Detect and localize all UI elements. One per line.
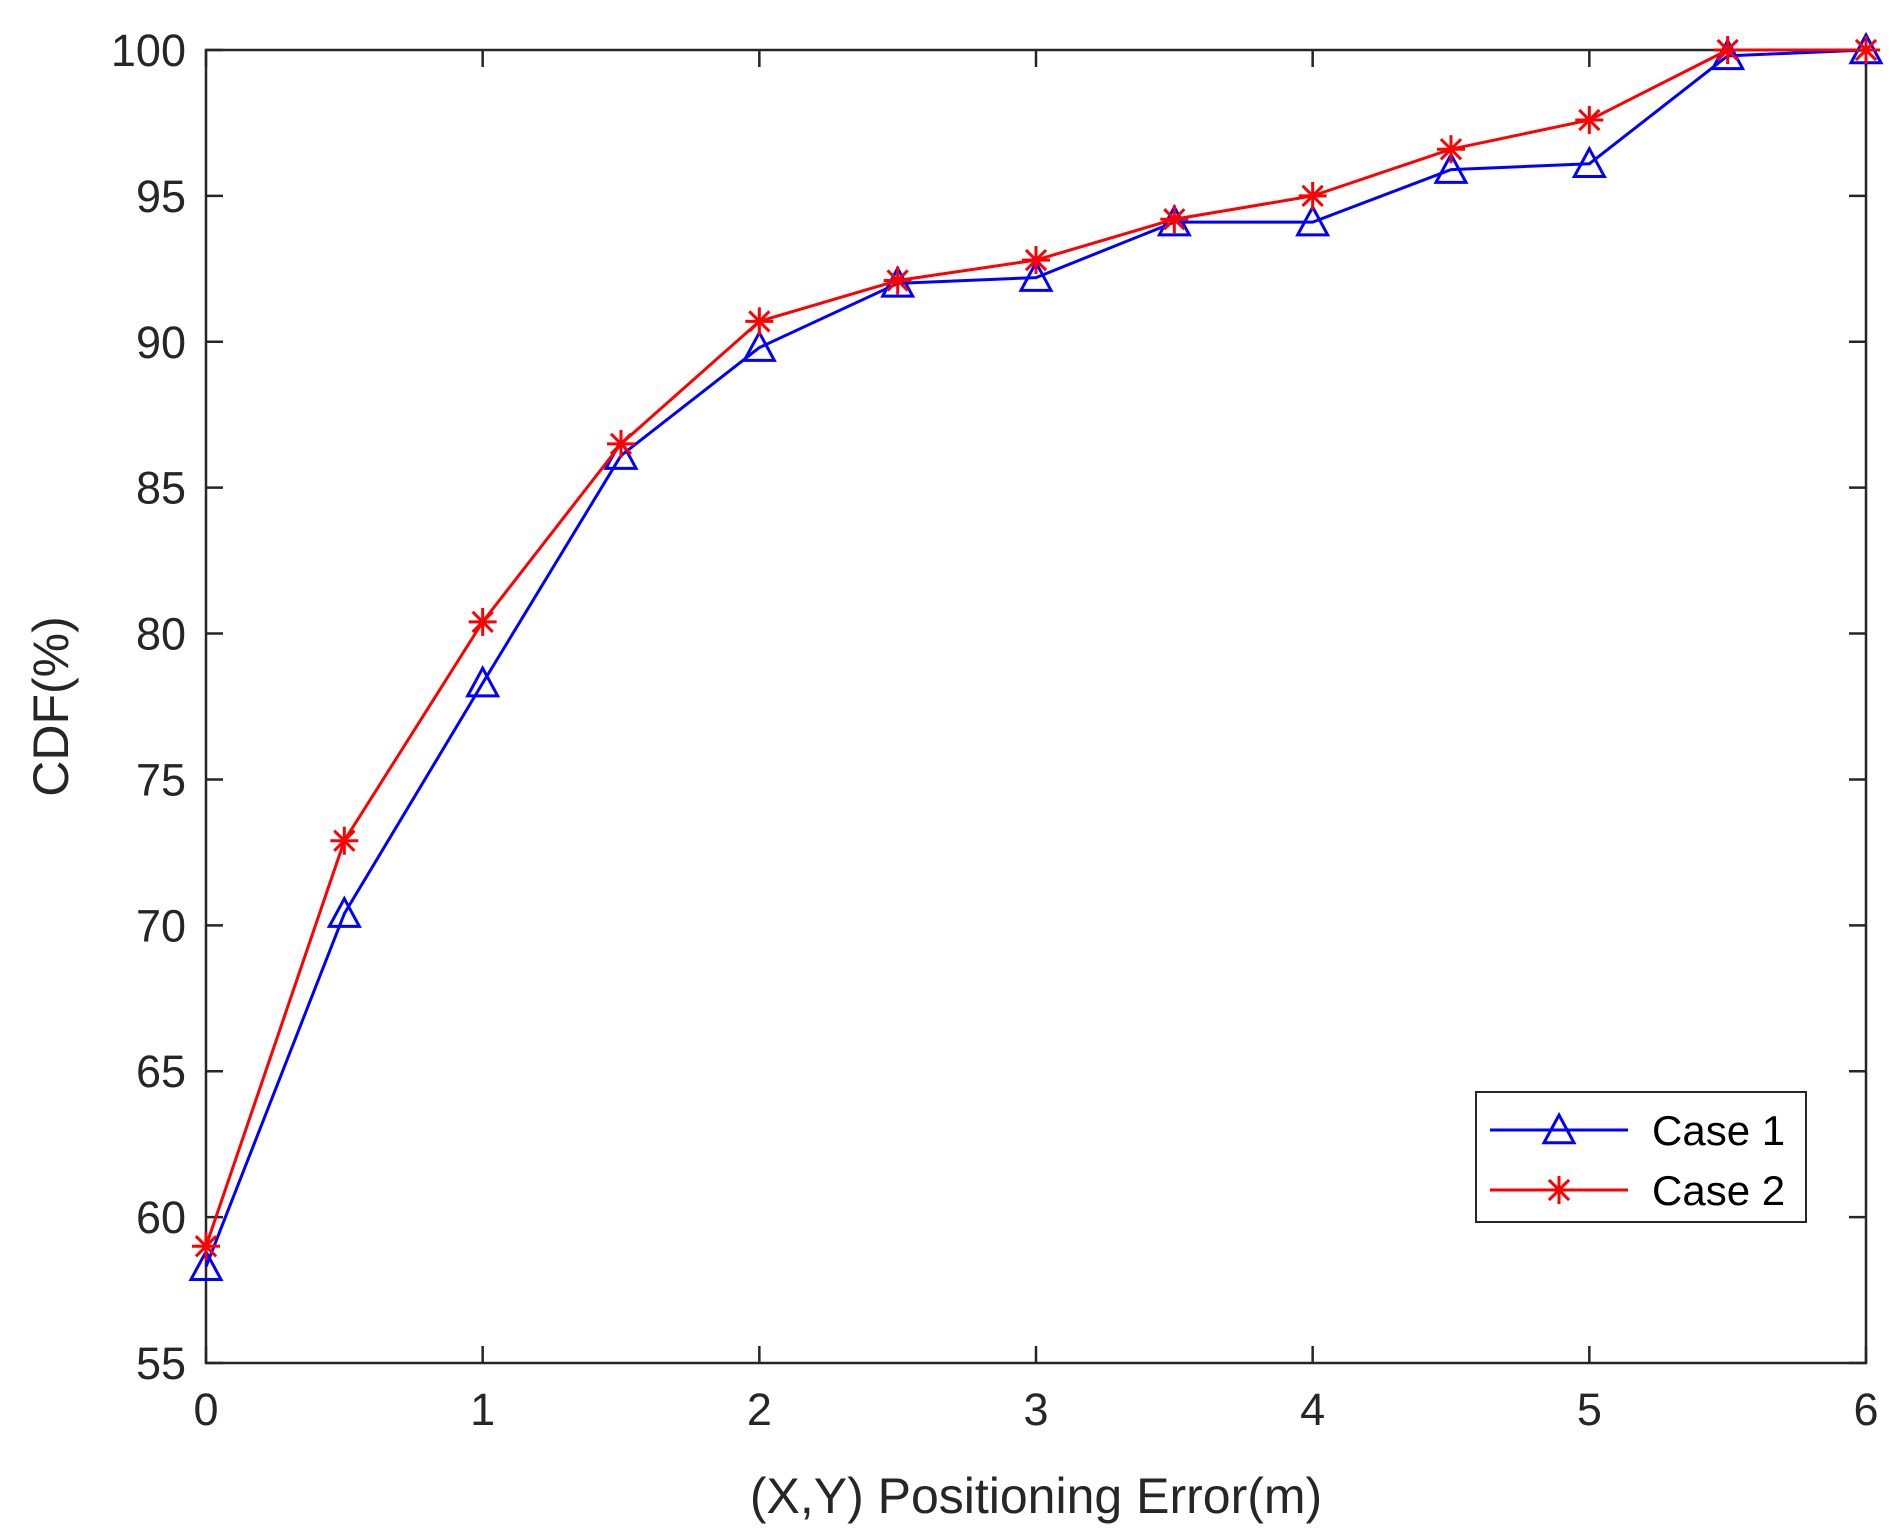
legend-box — [1475, 1091, 1807, 1223]
legend-entry: Case 1 — [1490, 1107, 1785, 1154]
x-tick-label: 2 — [747, 1384, 772, 1435]
data-point — [883, 266, 912, 295]
y-tick-label: 60 — [136, 1192, 186, 1243]
data-point — [1298, 181, 1327, 210]
x-tick-label: 5 — [1577, 1384, 1602, 1435]
data-point — [326, 895, 362, 928]
axis-ticks: 0 1 2 3 4 5 6 55 60 65 70 75 80 85 90 95 100 — [111, 25, 1879, 1435]
legend-label: Case 2 — [1652, 1167, 1785, 1214]
data-point — [1437, 135, 1465, 164]
y-tick-label: 55 — [136, 1338, 186, 1389]
series-1 — [188, 31, 1884, 1281]
series-line — [204, 48, 1867, 1268]
y-tick-label: 100 — [111, 25, 186, 76]
x-tick-label: 0 — [193, 1384, 218, 1435]
data-point — [330, 826, 359, 855]
data-point — [607, 429, 635, 458]
data-point — [192, 1232, 220, 1261]
data-point — [1575, 106, 1604, 135]
series-layer — [188, 31, 1884, 1281]
y-tick-label: 90 — [136, 317, 186, 368]
legend: Case 1 Case 2 — [1475, 1091, 1807, 1223]
y-axis-label: CDF(%) — [23, 616, 79, 797]
legend-label: Case 1 — [1652, 1107, 1785, 1154]
x-tick-label: 6 — [1853, 1384, 1878, 1435]
data-point — [465, 665, 501, 698]
data-point — [1852, 36, 1880, 64]
data-point — [745, 307, 774, 336]
y-tick-label: 95 — [136, 171, 186, 222]
data-point — [1433, 151, 1469, 184]
data-point — [1018, 259, 1054, 292]
legend-marker — [1545, 1176, 1573, 1204]
x-tick-label: 4 — [1300, 1384, 1325, 1435]
x-tick-label: 3 — [1023, 1384, 1048, 1435]
data-point — [1160, 205, 1189, 234]
data-point — [468, 607, 497, 636]
data-point — [1295, 203, 1331, 237]
y-tick-label: 70 — [136, 900, 186, 951]
legend-entry: Case 2 — [1490, 1167, 1785, 1214]
data-point — [1022, 246, 1050, 275]
data-point — [1713, 36, 1742, 64]
data-point — [741, 329, 777, 362]
y-tick-label: 85 — [136, 463, 186, 514]
data-point — [1571, 145, 1607, 179]
data-point — [188, 1248, 224, 1281]
x-axis-label: (X,Y) Positioning Error(m) — [750, 1468, 1322, 1524]
series-2 — [192, 36, 1880, 1261]
x-tick-label: 1 — [470, 1384, 495, 1435]
y-tick-label: 65 — [136, 1046, 186, 1097]
legend-marker — [1541, 1111, 1577, 1145]
y-tick-label: 75 — [136, 754, 186, 805]
y-tick-label: 80 — [136, 609, 186, 660]
